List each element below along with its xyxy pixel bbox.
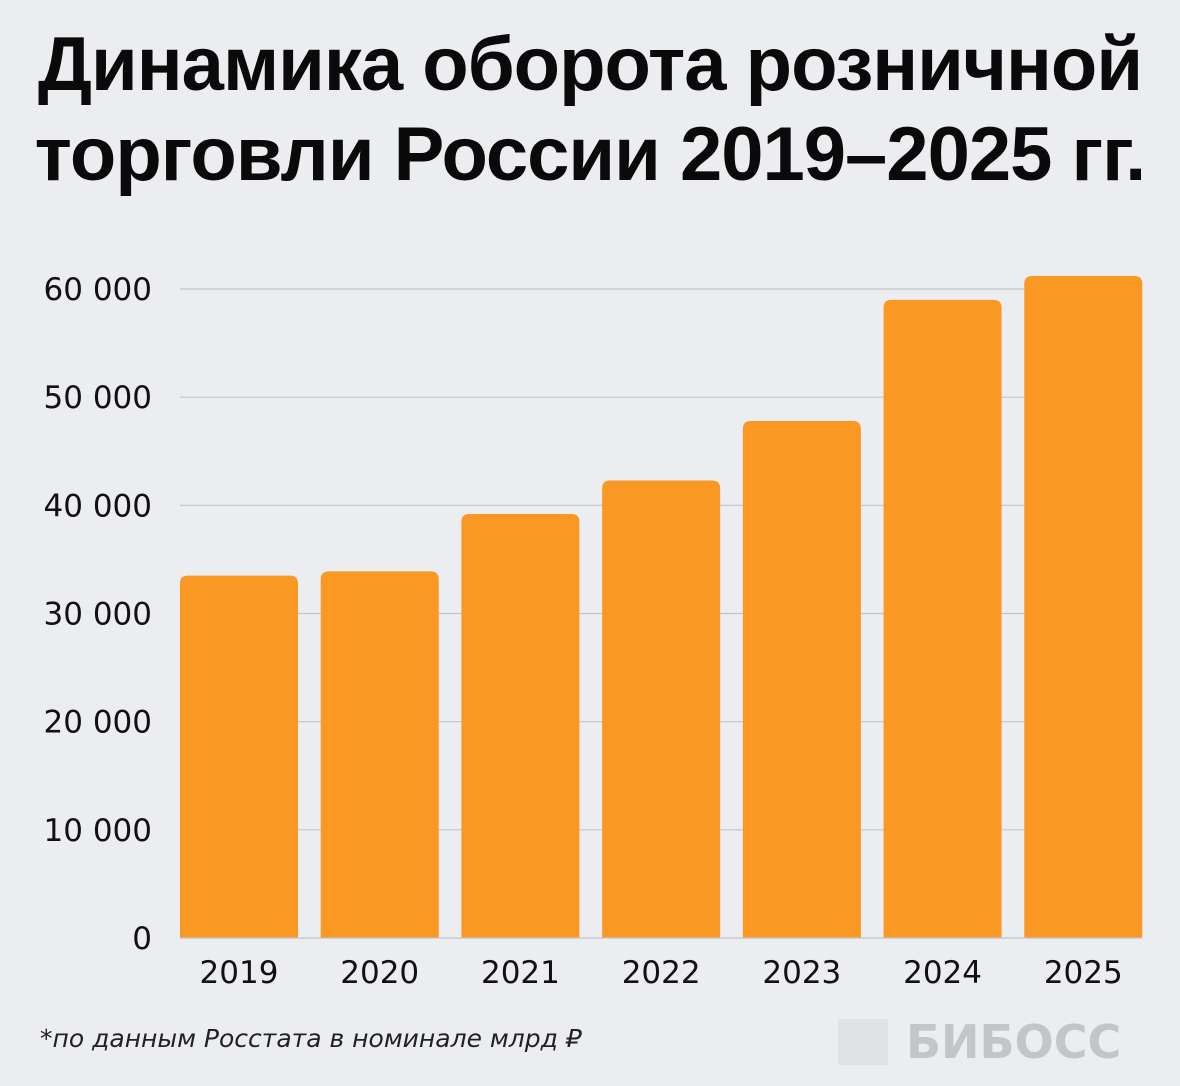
x-tick-label: 2023 [762,955,841,991]
bar-2021 [461,513,580,938]
x-tick-label: 2020 [340,955,419,991]
footnote: *по данным Росстата в номинале млрд ₽ [40,1024,582,1053]
bar-2019 [180,575,298,938]
x-tick-label: 2021 [481,955,560,991]
bar-2025 [1024,276,1143,938]
logo-text: БИБОСС [906,1015,1122,1069]
bar-2022 [602,480,721,938]
y-tick-label: 50 000 [44,380,152,416]
y-tick-label: 10 000 [44,813,152,849]
logo-mark-icon [838,1019,888,1065]
bar-2020 [320,571,439,938]
bar-2024 [883,299,1002,939]
x-tick-label: 2019 [200,955,279,991]
x-tick-label: 2024 [903,955,982,991]
y-tick-label: 40 000 [44,488,152,524]
y-tick-label: 20 000 [44,705,152,741]
y-tick-label: 0 [132,921,152,957]
logo: БИБОСС [838,1015,1121,1069]
x-tick-label: 2025 [1044,955,1123,991]
x-tick-label: 2022 [622,955,701,991]
bar-chart: 0 10 000 20 000 30 000 40 000 50 000 60 000 201… [44,272,1143,991]
chart-title: Динамика оборота розничной торговли Росс… [34,22,1147,197]
y-tick-label: 30 000 [44,597,152,633]
bar-2023 [742,420,861,938]
y-tick-label: 60 000 [44,272,152,308]
